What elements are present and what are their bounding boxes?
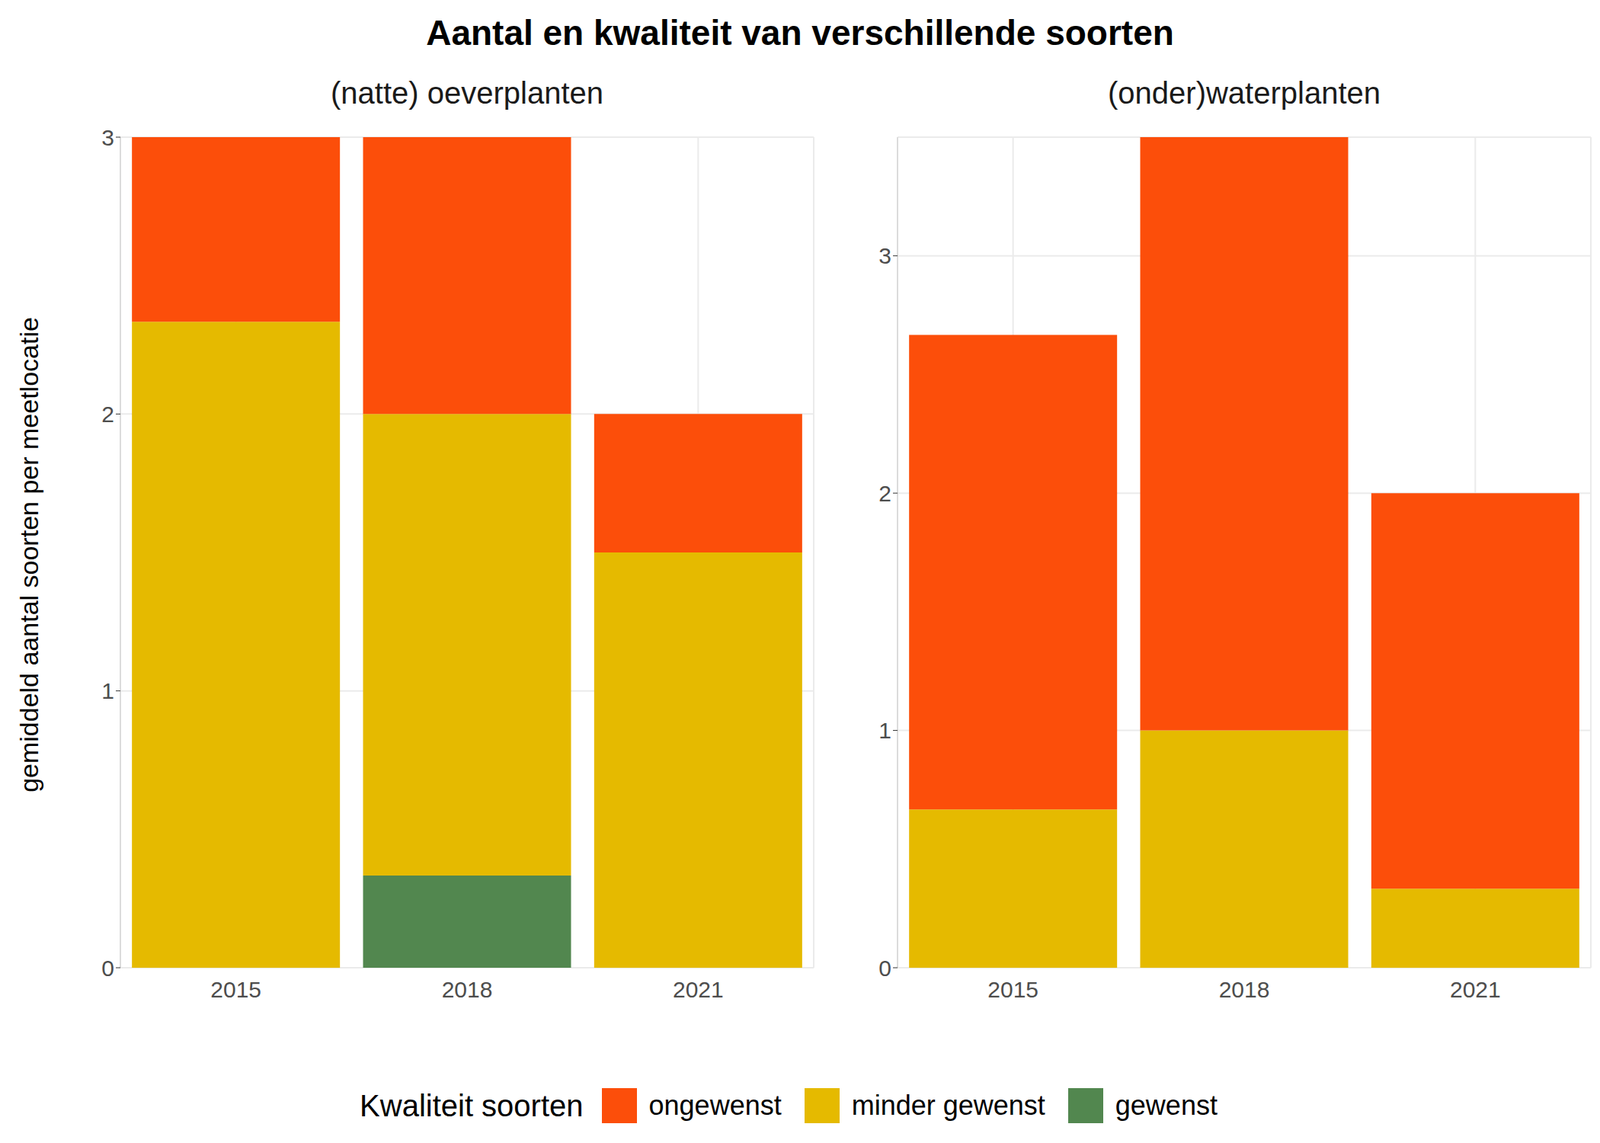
html-text:minder gewenst: minder gewenst: [851, 1089, 1046, 1121]
html-text:Kwaliteit soorten: Kwaliteit soorten: [359, 1088, 584, 1122]
svg-text:1: 1: [101, 678, 115, 704]
svg-text:0: 0: [878, 955, 892, 981]
html-text:Aantal en kwaliteit van versch: Aantal en kwaliteit van verschillende so…: [426, 12, 1174, 53]
svg-text:2018: 2018: [1219, 976, 1271, 1002]
html-text:(natte) oeverplanten: (natte) oeverplanten: [330, 76, 604, 110]
svg-text:2018: 2018: [441, 976, 493, 1002]
html-text:gemiddeld aantal soorten per m: gemiddeld aantal soorten per meetlocatie: [14, 317, 44, 793]
html-text:ongewenst: ongewenst: [648, 1089, 782, 1121]
svg-text:2021: 2021: [1449, 976, 1501, 1002]
svg-text:1: 1: [878, 717, 892, 743]
svg-text:2015: 2015: [210, 976, 262, 1002]
svg-text:2: 2: [101, 401, 115, 427]
svg-text:3: 3: [878, 243, 892, 269]
svg-text:0: 0: [101, 955, 115, 981]
svg-text:2: 2: [878, 480, 892, 506]
svg-text:2015: 2015: [987, 976, 1039, 1002]
html-text:(onder)waterplanten: (onder)waterplanten: [1107, 76, 1381, 110]
svg-text:2021: 2021: [672, 976, 724, 1002]
html-text:gewenst: gewenst: [1115, 1089, 1218, 1121]
svg-text:3: 3: [101, 124, 115, 151]
